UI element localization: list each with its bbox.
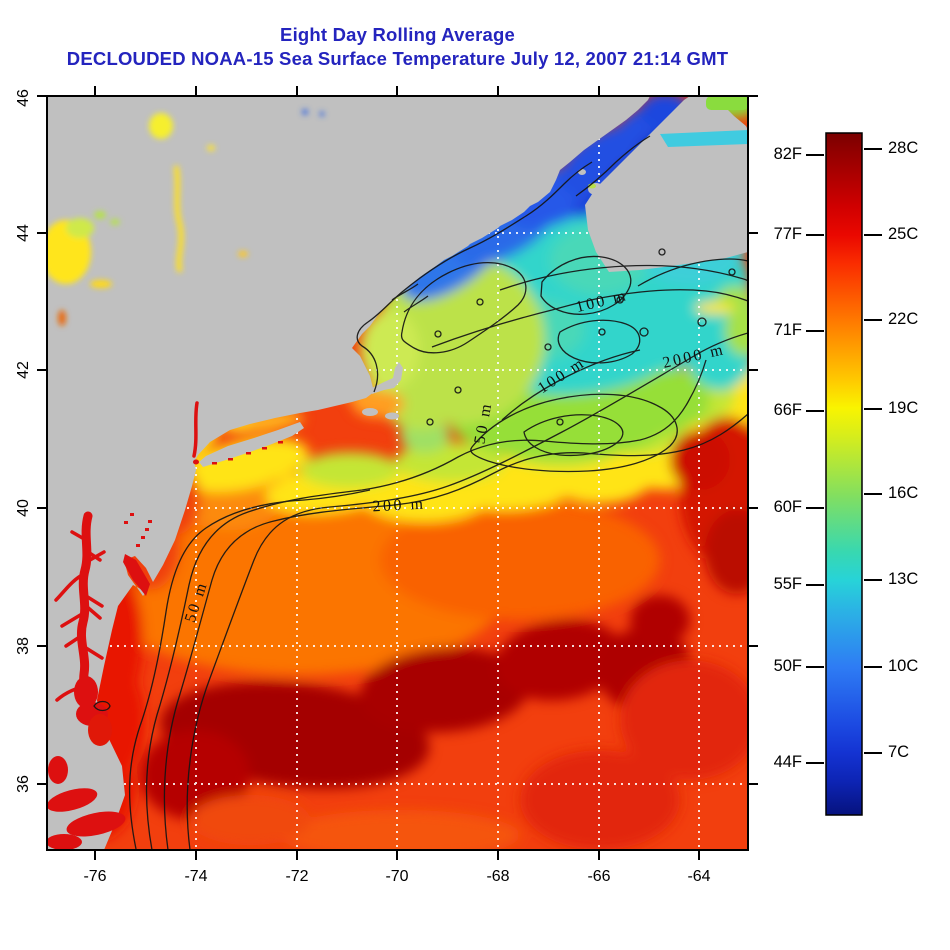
estuary-water [47, 401, 283, 850]
colorbar-ticks [806, 148, 882, 764]
x-tick-label: -72 [285, 868, 309, 885]
colorbar-celsius-label: 25C [888, 225, 919, 243]
colorbar-fahrenheit-label: 82F [773, 145, 802, 163]
y-tick-label: 46 [15, 89, 32, 107]
x-tick-label: -70 [385, 868, 409, 885]
y-tick-label: 44 [15, 224, 32, 242]
bathymetry-contours [93, 135, 748, 850]
hudson-river [192, 401, 199, 458]
delaware-river-dots [124, 513, 152, 547]
carolina-sounds [47, 756, 126, 850]
colorbar-celsius-label: 13C [888, 570, 919, 588]
x-tick-label: -64 [687, 868, 711, 885]
coastal-water-features [588, 96, 748, 189]
x-tick-label: -74 [184, 868, 208, 885]
colorbar-fahrenheit-label: 71F [773, 321, 802, 339]
title-line-1: Eight Day Rolling Average [280, 24, 515, 45]
mainland-landmass [47, 96, 650, 850]
colorbar-fahrenheit-label: 55F [773, 575, 802, 593]
colorbar-fahrenheit-label: 77F [773, 225, 802, 243]
colorbar-fahrenheit-label: 50F [773, 657, 802, 675]
nantucket [385, 412, 399, 420]
colorbar-celsius-label: 16C [888, 484, 919, 502]
y-tick-label: 40 [15, 499, 32, 517]
y-tick-label: 36 [15, 775, 32, 793]
cape-cod [372, 362, 403, 394]
colorbar-fahrenheit-label: 44F [773, 753, 802, 771]
li-shore-dots [212, 441, 283, 465]
marthas-vineyard [362, 408, 378, 416]
colorbar-celsius-label: 7C [888, 743, 910, 761]
land-artifacts [47, 109, 325, 326]
colorbar-celsius-label: 19C [888, 399, 919, 417]
colorbar-fahrenheit-label: 66F [773, 401, 802, 419]
colorbar-celsius-label: 10C [888, 657, 919, 675]
axis-ticks [37, 86, 758, 860]
colorbar-fahrenheit-label: 60F [773, 498, 802, 516]
y-tick-label: 38 [15, 637, 32, 655]
x-tick-label: -76 [83, 868, 107, 885]
colorbar-celsius-label: 22C [888, 310, 919, 328]
x-tick-label: -68 [486, 868, 510, 885]
contour-label-200m: 200 m [372, 495, 426, 516]
x-tick-label: -66 [587, 868, 611, 885]
colorbar-celsius-label: 28C [888, 139, 919, 157]
title-line-2: DECLOUDED NOAA-15 Sea Surface Temperatur… [66, 48, 729, 69]
delaware-bay [123, 554, 150, 596]
long-island [199, 422, 304, 467]
ocean-sst-field [47, 96, 748, 850]
chesapeake-tributaries [54, 530, 106, 702]
colorbar-gradient [825, 132, 863, 816]
map-frame [46, 95, 749, 851]
y-tick-label: 42 [15, 361, 32, 379]
